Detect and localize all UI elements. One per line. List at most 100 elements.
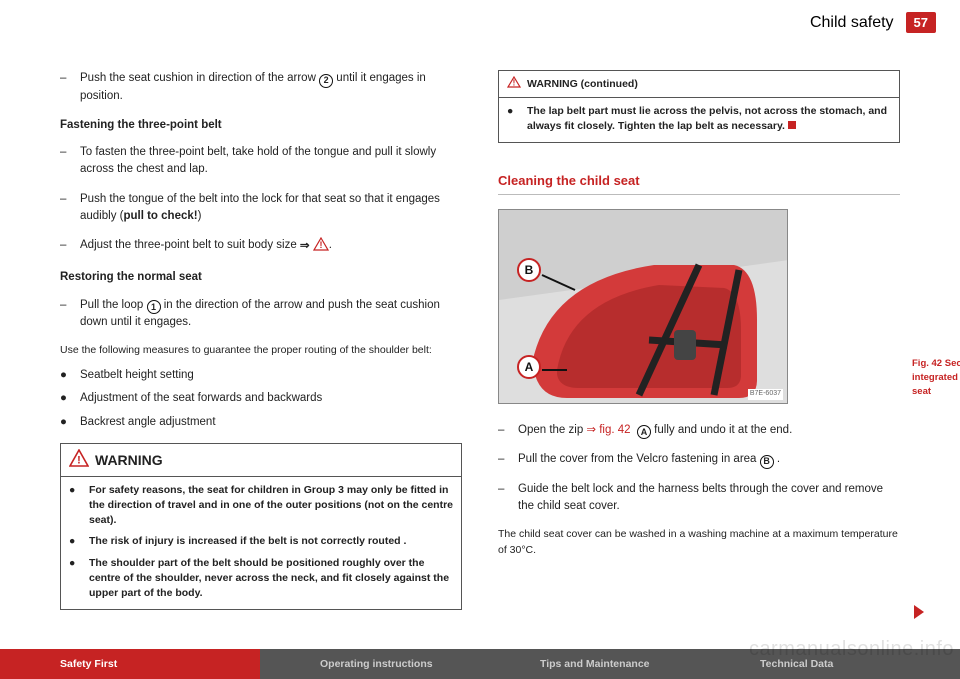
callout-b: B	[760, 455, 774, 469]
content-columns: – Push the seat cushion in direction of …	[60, 70, 900, 621]
warning-icon: !	[69, 449, 89, 473]
warning-text: For safety reasons, the seat for childre…	[89, 483, 453, 529]
bullet-icon: ●	[69, 483, 81, 529]
text-fragment: )	[198, 210, 202, 222]
step-text: Push the seat cushion in direction of th…	[80, 70, 462, 105]
svg-text:!: !	[513, 79, 516, 88]
dash-icon: –	[498, 422, 510, 440]
svg-text:!: !	[77, 454, 81, 466]
warning-item: ● The lap belt part must lie across the …	[507, 104, 891, 134]
left-column: – Push the seat cushion in direction of …	[60, 70, 462, 621]
text-fragment: Pull the cover from the Velcro fastening…	[518, 453, 760, 465]
subhead-restoring: Restoring the normal seat	[60, 269, 462, 286]
bullet-fwdbwd: ● Adjustment of the seat forwards and ba…	[60, 390, 462, 407]
right-column: ! WARNING (continued) ● The lap belt par…	[498, 70, 900, 621]
dash-icon: –	[60, 237, 72, 257]
figure-wrap: A B B7E-6037 Fig. 42 Section of integrat…	[498, 209, 900, 404]
text-fragment: fully and undo it at the end.	[654, 424, 792, 436]
callout-a: A	[637, 425, 651, 439]
step-pull-cover: – Pull the cover from the Velcro fasteni…	[498, 451, 900, 469]
running-header: Child safety 57	[810, 12, 936, 33]
text-fragment: Pull the loop	[80, 299, 147, 311]
header-title: Child safety	[810, 14, 894, 32]
step-push-tongue: – Push the tongue of the belt into the l…	[60, 191, 462, 226]
end-square-icon	[788, 121, 796, 129]
bullet-text: Adjustment of the seat forwards and back…	[80, 390, 322, 407]
warning-body: ● The lap belt part must lie across the …	[499, 98, 899, 142]
shoulder-belt-note: Use the following measures to guarantee …	[60, 343, 462, 359]
step-text: To fasten the three-point belt, take hol…	[80, 144, 462, 179]
step-text: Pull the loop 1 in the direction of the …	[80, 297, 462, 332]
bullet-text: Seatbelt height setting	[80, 367, 194, 384]
dash-icon: –	[498, 481, 510, 516]
bullet-backrest: ● Backrest angle adjustment	[60, 414, 462, 431]
warning-item: ● The risk of injury is increased if the …	[69, 534, 453, 549]
warning-text: The shoulder part of the belt should be …	[89, 556, 453, 602]
warning-item: ●For safety reasons, the seat for childr…	[69, 483, 453, 529]
wash-note: The child seat cover can be washed in a …	[498, 527, 900, 559]
dash-icon: –	[60, 70, 72, 105]
step-text: Open the zip ⇒ fig. 42 A fully and undo …	[518, 422, 900, 440]
step-fasten-tongue: – To fasten the three-point belt, take h…	[60, 144, 462, 179]
page: Child safety 57 – Push the seat cushion …	[0, 0, 960, 679]
text-fragment: Open the zip	[518, 424, 586, 436]
warning-head-continued: ! WARNING (continued)	[499, 71, 899, 98]
text-fragment: Adjust the three-point belt to suit body…	[80, 239, 300, 251]
warning-icon: !	[313, 237, 329, 257]
warning-title: WARNING (continued)	[527, 77, 638, 93]
text-fragment: .	[777, 453, 780, 465]
warning-item: ●The shoulder part of the belt should be…	[69, 556, 453, 602]
step-open-zip: – Open the zip ⇒ fig. 42 A fully and und…	[498, 422, 900, 440]
page-number: 57	[906, 12, 936, 33]
warning-body: ●For safety reasons, the seat for childr…	[61, 477, 461, 610]
svg-text:!: !	[319, 240, 322, 250]
step-text: Push the tongue of the belt into the loc…	[80, 191, 462, 226]
bullet-height: ● Seatbelt height setting	[60, 367, 462, 384]
dash-icon: –	[60, 144, 72, 179]
figure-caption: Fig. 42 Section of integrated child seat	[912, 357, 960, 400]
bullet-icon: ●	[69, 556, 81, 602]
section-cleaning: Cleaning the child seat	[498, 171, 900, 195]
subhead-fastening: Fastening the three-point belt	[60, 117, 462, 134]
bullet-icon: ●	[60, 414, 72, 431]
warning-box-continued: ! WARNING (continued) ● The lap belt par…	[498, 70, 900, 143]
text-fragment: Push the seat cushion in direction of th…	[80, 72, 319, 84]
warning-box: ! WARNING ●For safety reasons, the seat …	[60, 443, 462, 611]
text-bold: pull to check!	[123, 210, 197, 222]
continue-arrow-icon	[914, 605, 924, 619]
dash-icon: –	[498, 451, 510, 469]
step-guide-belt: – Guide the belt lock and the harness be…	[498, 481, 900, 516]
callout-2: 2	[319, 74, 333, 88]
child-seat-illustration	[499, 210, 788, 404]
figure-badge-a: A	[517, 355, 541, 379]
watermark: carmanualsonline.info	[749, 638, 954, 661]
step-text: Adjust the three-point belt to suit body…	[80, 237, 462, 257]
dash-icon: –	[60, 191, 72, 226]
warning-icon: !	[507, 76, 521, 94]
step-text: Pull the cover from the Velcro fastening…	[518, 451, 900, 469]
callout-1: 1	[147, 300, 161, 314]
nav-operating[interactable]: Operating instructions	[260, 649, 520, 679]
fig-ref: ⇒ fig. 42	[586, 424, 630, 436]
bullet-icon: ●	[507, 104, 519, 134]
warning-title: WARNING	[95, 450, 163, 471]
warning-head: ! WARNING	[61, 444, 461, 477]
bullet-icon: ●	[69, 534, 81, 549]
step-pull-loop: – Pull the loop 1 in the direction of th…	[60, 297, 462, 332]
bullet-text: Backrest angle adjustment	[80, 414, 216, 431]
arrow-icon: ⇒	[300, 238, 310, 255]
step-text: Guide the belt lock and the harness belt…	[518, 481, 900, 516]
dash-icon: –	[60, 297, 72, 332]
figure-code: B7E-6037	[748, 389, 783, 400]
warning-text: The lap belt part must lie across the pe…	[527, 104, 891, 134]
figure-42: A B B7E-6037	[498, 209, 788, 404]
figure-badge-b: B	[517, 258, 541, 282]
warning-text: The risk of injury is increased if the b…	[89, 534, 406, 549]
nav-safety-first[interactable]: Safety First	[0, 649, 260, 679]
bullet-icon: ●	[60, 390, 72, 407]
nav-tips[interactable]: Tips and Maintenance	[520, 649, 740, 679]
step-push-cushion: – Push the seat cushion in direction of …	[60, 70, 462, 105]
step-adjust-belt: – Adjust the three-point belt to suit bo…	[60, 237, 462, 257]
text-fragment: The lap belt part must lie across the pe…	[527, 105, 887, 132]
bullet-icon: ●	[60, 367, 72, 384]
